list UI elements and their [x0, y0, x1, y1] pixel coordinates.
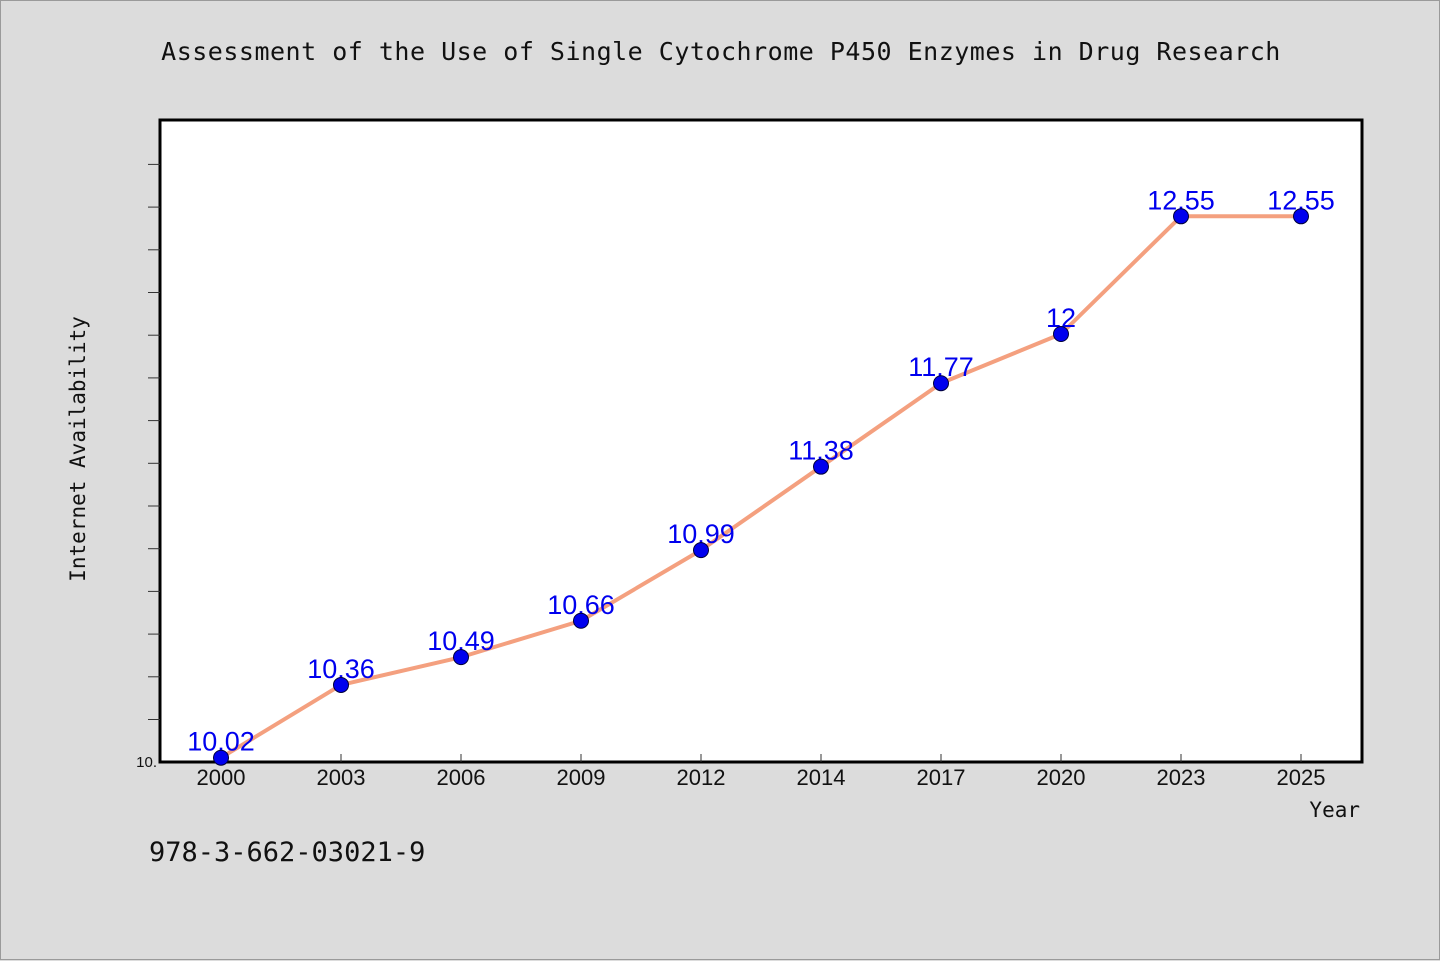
data-point-marker	[693, 542, 709, 559]
data-point-marker	[1173, 208, 1189, 225]
y-tick-label-min: 10.	[136, 754, 157, 771]
series-line-segment	[579, 548, 703, 623]
y-axis-title: Internet Availability	[66, 316, 90, 582]
x-tick-label: 2009	[557, 765, 606, 790]
series-line-layer	[219, 214, 1303, 760]
data-point-marker	[333, 676, 349, 693]
series-line-segment	[339, 655, 463, 687]
x-tick-label: 2006	[437, 765, 486, 790]
data-point-marker	[1293, 208, 1309, 225]
series-line-segment	[939, 332, 1063, 386]
x-tick-label: 2023	[1157, 765, 1206, 790]
data-point-marker	[933, 375, 949, 392]
data-point-marker	[573, 612, 589, 629]
series-line-segment	[699, 464, 823, 553]
series-marker-layer	[213, 208, 1309, 766]
series-line-segment	[819, 381, 943, 469]
x-axis-ticks: 2000 2003 2006 2009 2012 2014 2017 2020 2023 2025	[197, 754, 1326, 790]
x-tick-label: 2017	[917, 765, 966, 790]
series-line-segment	[1059, 214, 1183, 336]
x-tick-label: 2012	[677, 765, 726, 790]
x-tick-label: 2000	[197, 765, 246, 790]
data-point-marker	[213, 749, 229, 766]
x-tick-label: 2003	[317, 765, 366, 790]
series-line-segment	[219, 682, 343, 760]
isbn-text: 978-3-662-03021-9	[149, 837, 426, 868]
chart-title: Assessment of the Use of Single Cytochro…	[161, 37, 1281, 66]
data-point-marker	[453, 649, 469, 666]
x-tick-label: 2025	[1277, 765, 1326, 790]
x-axis-title: Year	[1309, 798, 1360, 822]
plot-area	[158, 118, 1364, 764]
data-point-marker	[1053, 326, 1069, 342]
y-axis-ticks	[148, 163, 160, 720]
data-point-marker	[813, 458, 829, 475]
series-line-segment	[459, 618, 583, 660]
x-tick-label: 2020	[1037, 765, 1086, 790]
x-tick-label: 2014	[797, 765, 846, 790]
